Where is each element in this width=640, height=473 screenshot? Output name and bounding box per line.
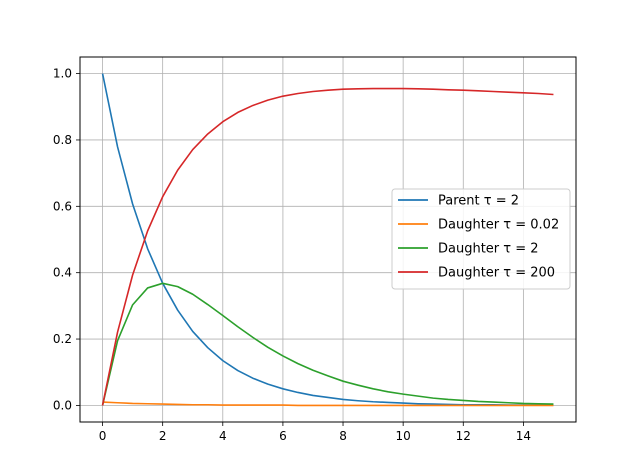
y-tick-label: 0.4 bbox=[53, 266, 72, 280]
y-tick-label: 1.0 bbox=[53, 67, 72, 81]
series-line-3 bbox=[101, 282, 554, 406]
x-tick-label: 10 bbox=[396, 429, 411, 443]
plot-frame bbox=[79, 56, 577, 423]
y-tick-label: 0.2 bbox=[53, 332, 72, 346]
x-tick-label: 8 bbox=[339, 429, 347, 443]
y-tick-label: 0.0 bbox=[53, 398, 72, 412]
x-tick-label: 0 bbox=[99, 429, 107, 443]
legend-box bbox=[391, 188, 571, 290]
legend-label-4: Daughter τ = 200 bbox=[438, 266, 555, 281]
x-tick-label: 6 bbox=[279, 429, 287, 443]
series-line-2 bbox=[102, 401, 554, 407]
x-tick-label: 14 bbox=[516, 429, 531, 443]
series-line-4 bbox=[101, 87, 554, 406]
legend-label-1: Parent τ = 2 bbox=[438, 194, 519, 209]
x-tick-label: 2 bbox=[159, 429, 167, 443]
legend-label-3: Daughter τ = 2 bbox=[438, 242, 539, 257]
plot-lines bbox=[101, 73, 554, 407]
legend: Parent τ = 2 Daughter τ = 0.02 Daughter τ … bbox=[391, 188, 571, 290]
y-tick-label: 0.8 bbox=[53, 133, 72, 147]
axis-ticks: 0 2 4 6 8 10 12 14 0.0 0.2 0.4 0.6 0.8 1.0 bbox=[53, 67, 531, 443]
x-tick-label: 12 bbox=[456, 429, 471, 443]
x-tick-label: 4 bbox=[219, 429, 227, 443]
legend-label-2: Daughter τ = 0.02 bbox=[438, 218, 559, 233]
y-tick-label: 0.6 bbox=[53, 199, 72, 213]
